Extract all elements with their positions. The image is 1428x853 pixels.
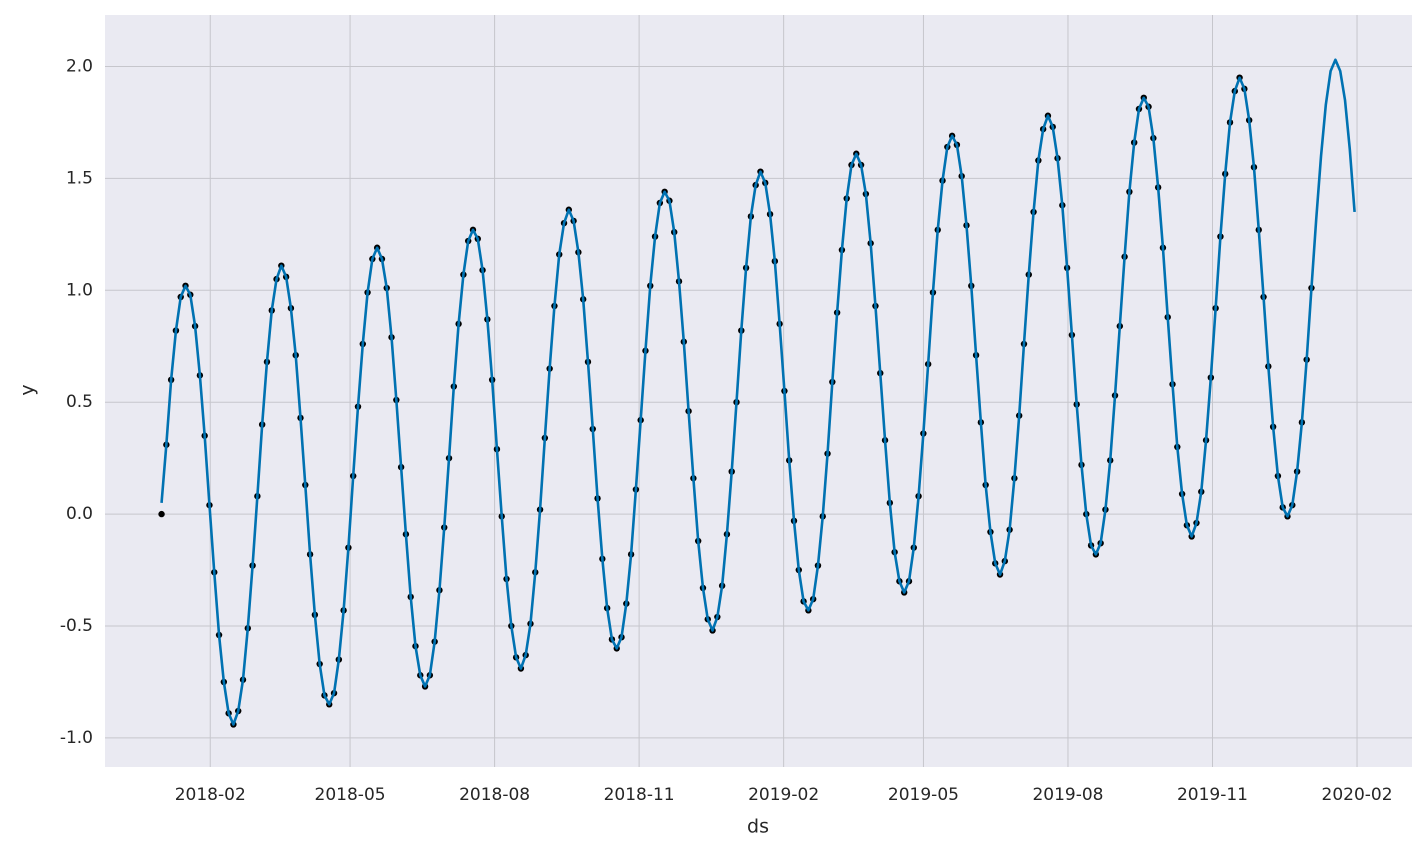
y-tick-label: 0.5: [66, 392, 93, 412]
x-tick-label: 2019-02: [748, 785, 819, 805]
x-tick-label: 2018-02: [175, 785, 246, 805]
plot-background: [105, 15, 1412, 767]
y-tick-label: 0.0: [66, 504, 93, 524]
x-tick-label: 2018-05: [315, 785, 386, 805]
data-point: [158, 510, 165, 518]
x-tick-label: 2018-08: [459, 785, 530, 805]
y-tick-label: 1.0: [66, 280, 93, 300]
x-tick-label: 2019-11: [1177, 785, 1248, 805]
x-tick-label: 2019-08: [1032, 785, 1103, 805]
y-tick-label: -1.0: [60, 728, 93, 748]
x-tick-label: 2018-11: [604, 785, 675, 805]
y-tick-label: 2.0: [66, 56, 93, 76]
y-tick-label: 1.5: [66, 168, 93, 188]
forecast-line: [160, 58, 1356, 726]
y-axis-title: y: [17, 384, 39, 395]
x-tick-label: 2019-05: [888, 785, 959, 805]
x-axis-title: ds: [747, 816, 769, 838]
y-tick-label: -0.5: [60, 616, 93, 636]
x-tick-label: 2020-02: [1322, 785, 1393, 805]
